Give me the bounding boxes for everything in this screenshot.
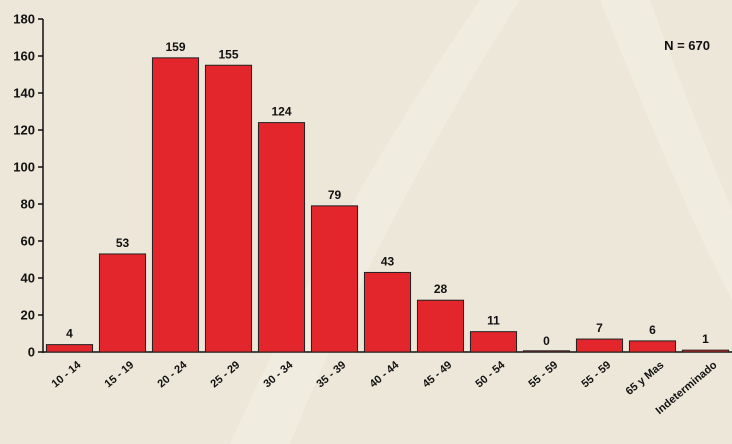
bar: [469, 331, 518, 353]
bar-value-label: 79: [328, 188, 342, 202]
bar: [522, 350, 571, 353]
y-tick-label: 140: [13, 86, 35, 101]
bar: [628, 340, 677, 353]
y-tick-label: 160: [13, 49, 35, 64]
y-tick-label: 180: [13, 12, 35, 27]
bar-value-label: 0: [543, 334, 550, 348]
bar-value-label: 4: [66, 327, 73, 341]
y-tick-label: 100: [13, 160, 35, 175]
x-tick-label: 20 - 24: [155, 359, 190, 391]
bars: [45, 57, 730, 353]
bar-value-label: 43: [381, 254, 395, 268]
bar: [45, 344, 94, 353]
bar: [416, 299, 465, 353]
bar: [98, 253, 147, 353]
bar: [310, 205, 359, 353]
x-axis-labels: 10 - 14 15 - 19 20 - 24 25 - 29 30 - 34 35 - …: [49, 359, 719, 417]
bar-value-label: 53: [116, 236, 130, 250]
y-tick-label: 40: [21, 271, 35, 286]
x-tick-label: 50 - 54: [473, 359, 508, 391]
x-tick-label: 55 - 59: [526, 359, 560, 390]
bar-value-label: 155: [218, 47, 238, 61]
bar: [575, 338, 624, 353]
y-axis-ticks: 0 20 40 60 80 100 120 140 160 180: [13, 12, 43, 360]
y-tick-label: 80: [21, 197, 35, 212]
data-labels: 4 53 159 155 124 79 43 28 11 0 7 6 1: [66, 40, 709, 348]
bar-value-label: 159: [165, 40, 185, 54]
x-tick-label: 15 - 19: [102, 359, 136, 390]
bar: [257, 122, 306, 353]
y-tick-label: 0: [28, 345, 35, 360]
bar: [363, 271, 412, 353]
y-tick-label: 120: [13, 123, 35, 138]
n-annotation: N = 670: [664, 38, 710, 53]
bar: [151, 57, 200, 353]
bar-value-label: 7: [596, 321, 603, 335]
x-tick-label: 25 - 29: [208, 359, 242, 390]
bar-value-label: 28: [434, 282, 448, 296]
x-tick-label: 45 - 49: [420, 359, 454, 390]
y-tick-label: 60: [21, 234, 35, 249]
bar-value-label: 1: [702, 332, 709, 346]
y-tick-label: 20: [21, 308, 35, 323]
bar: [204, 64, 253, 353]
x-tick-label: 55 - 59: [579, 359, 613, 390]
x-tick-label: 40 - 44: [367, 359, 402, 391]
x-tick-label: 65 y Mas: [624, 359, 667, 398]
bar: [681, 349, 730, 353]
bar-value-label: 124: [271, 105, 291, 119]
bar-value-label: 11: [487, 314, 500, 328]
bar-value-label: 6: [649, 323, 656, 337]
x-tick-label: 10 - 14: [49, 359, 84, 391]
